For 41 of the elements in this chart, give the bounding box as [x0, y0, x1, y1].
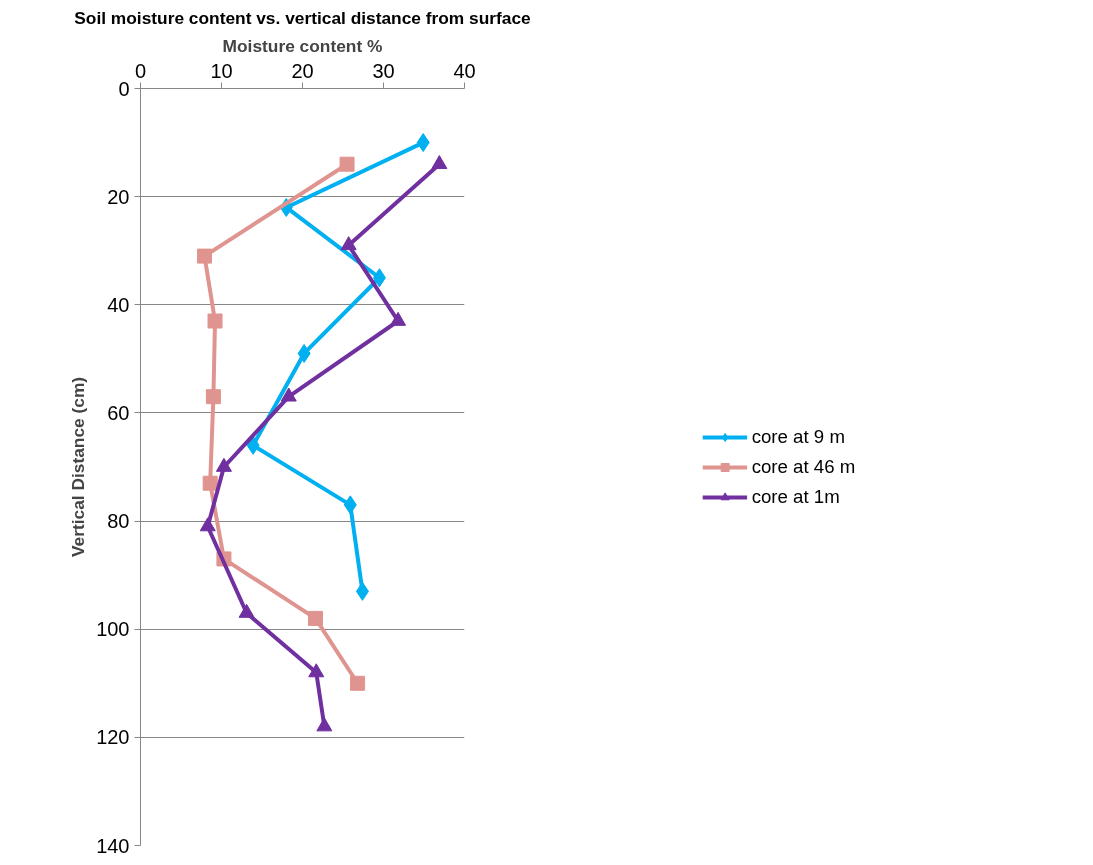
point	[196, 248, 212, 264]
y-tick-label: 20	[107, 185, 130, 208]
point	[340, 236, 357, 251]
point	[343, 495, 357, 515]
point	[207, 313, 223, 329]
point	[350, 675, 366, 691]
x-tick-label: 0	[134, 59, 147, 82]
x-tick-label: 40	[453, 59, 476, 82]
legend-label: core at 46 m	[751, 455, 856, 478]
point	[308, 663, 325, 678]
point	[372, 268, 386, 288]
point	[238, 603, 255, 618]
legend-label: core at 1m	[751, 485, 840, 508]
point	[246, 435, 260, 455]
point	[339, 156, 355, 172]
point	[215, 457, 232, 472]
point	[280, 387, 297, 402]
y-axis-title: Vertical Distance (cm)	[68, 376, 89, 558]
point	[307, 610, 323, 626]
point	[355, 581, 369, 601]
legend-label: core at 9 m	[751, 425, 845, 448]
chart-title: Soil moisture content vs. vertical distance from surface	[74, 7, 532, 28]
y-tick-label: 140	[96, 834, 130, 857]
x-tick-label: 10	[210, 59, 233, 82]
y-tick-label: 80	[107, 510, 130, 533]
point	[316, 717, 333, 732]
point	[199, 517, 216, 532]
point	[202, 475, 218, 491]
y-tick-label: 100	[96, 618, 130, 641]
y-tick-label: 120	[96, 726, 130, 749]
point	[297, 343, 311, 363]
x-tick-label: 20	[291, 59, 314, 82]
y-tick-label: 0	[118, 77, 130, 100]
point	[431, 155, 448, 170]
x-axis-title: Moisture content %	[222, 35, 383, 56]
point	[416, 133, 430, 153]
point	[390, 311, 407, 326]
y-tick-label: 60	[107, 401, 130, 424]
x-tick-label: 30	[372, 59, 395, 82]
point	[205, 389, 221, 405]
y-tick-label: 40	[107, 293, 130, 316]
